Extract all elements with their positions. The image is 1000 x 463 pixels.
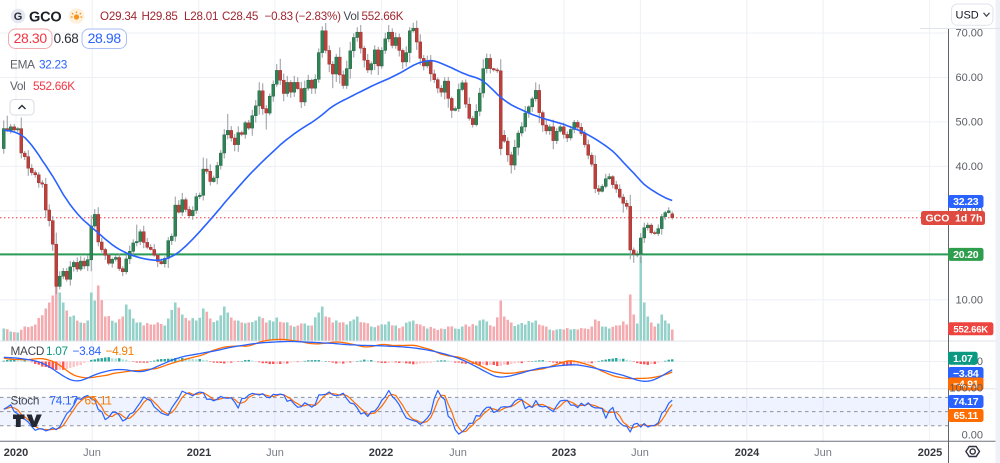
svg-text:GCO: GCO <box>926 213 950 225</box>
svg-text:74.17: 74.17 <box>953 396 979 408</box>
svg-text:65.11: 65.11 <box>85 393 112 407</box>
svg-text:74.17: 74.17 <box>50 393 78 407</box>
svg-text:Vol: Vol <box>10 79 26 93</box>
svg-text:1.07: 1.07 <box>953 353 973 365</box>
svg-text:EMA: EMA <box>10 57 35 71</box>
svg-text:−3.84: −3.84 <box>953 368 979 380</box>
svg-text:60.00: 60.00 <box>955 72 983 84</box>
svg-text:2021: 2021 <box>187 447 211 459</box>
svg-text:40.00: 40.00 <box>955 161 983 173</box>
svg-text:Stoch: Stoch <box>11 393 40 407</box>
svg-text:2023: 2023 <box>552 447 576 459</box>
svg-text:G: G <box>14 11 23 23</box>
svg-text:−0.83: −0.83 <box>265 10 293 23</box>
svg-text:2020: 2020 <box>4 447 28 459</box>
svg-text:70.00: 70.00 <box>955 28 983 40</box>
svg-text:Vol: Vol <box>344 10 360 23</box>
svg-text:0.00: 0.00 <box>962 430 983 442</box>
svg-text:−4.91: −4.91 <box>106 344 134 358</box>
svg-text:(−2.83%): (−2.83%) <box>295 10 341 23</box>
svg-text:Jun: Jun <box>814 447 832 459</box>
svg-text:32.23: 32.23 <box>39 57 68 71</box>
svg-text:Jun: Jun <box>266 447 284 459</box>
svg-text:2025: 2025 <box>918 447 942 459</box>
svg-text:32.23: 32.23 <box>953 196 979 208</box>
svg-text:20.20: 20.20 <box>953 249 979 261</box>
svg-text:2022: 2022 <box>369 447 393 459</box>
svg-text:MACD: MACD <box>11 344 45 358</box>
svg-text:H29.85: H29.85 <box>142 10 178 23</box>
svg-text:USD: USD <box>956 10 979 22</box>
svg-text:Jun: Jun <box>83 447 101 459</box>
svg-text:28.30: 28.30 <box>14 30 48 46</box>
svg-text:−4.91: −4.91 <box>953 379 979 391</box>
svg-text:GCO: GCO <box>29 10 61 26</box>
svg-text:1d 7h: 1d 7h <box>955 213 982 225</box>
svg-text:C28.45: C28.45 <box>222 10 258 23</box>
svg-text:10.00: 10.00 <box>955 294 983 306</box>
svg-text:552.66K: 552.66K <box>362 10 404 23</box>
svg-text:28.98: 28.98 <box>88 30 122 46</box>
svg-text:Jun: Jun <box>449 447 467 459</box>
svg-text:65.11: 65.11 <box>953 410 978 422</box>
svg-text:Jun: Jun <box>631 447 649 459</box>
svg-text:L28.01: L28.01 <box>184 10 218 23</box>
svg-text:O29.34: O29.34 <box>100 10 138 23</box>
svg-text:552.66K: 552.66K <box>953 324 988 335</box>
svg-text:2024: 2024 <box>735 447 760 459</box>
svg-text:−3.84: −3.84 <box>73 344 102 358</box>
svg-text:0.68: 0.68 <box>54 31 79 46</box>
svg-text:1.07: 1.07 <box>46 344 68 358</box>
svg-text:100.00: 100.00 <box>949 383 983 395</box>
svg-text:50.00: 50.00 <box>955 117 983 129</box>
svg-text:552.66K: 552.66K <box>33 79 75 93</box>
